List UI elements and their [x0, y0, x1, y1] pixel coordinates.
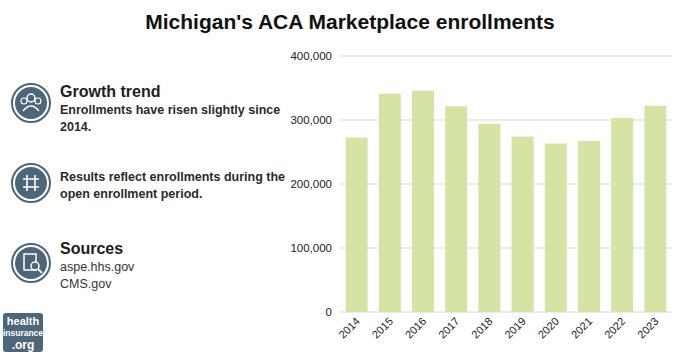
bar: [346, 138, 368, 312]
y-tick-label: 0: [326, 306, 332, 318]
x-tick-label: 2016: [403, 315, 429, 341]
panel-heading: Sources: [60, 240, 300, 258]
bar: [512, 137, 534, 312]
x-tick-label: 2017: [436, 315, 462, 341]
x-tick-label: 2015: [369, 315, 395, 341]
title: Michigan's ACA Marketplace enrollments: [145, 10, 555, 33]
y-tick-label: 200,000: [290, 178, 332, 190]
x-tick-label: 2019: [502, 315, 528, 341]
bar: [412, 91, 434, 312]
x-tick-label: 2014: [336, 315, 362, 341]
x-tick-label: 2023: [635, 315, 661, 341]
logo-text: insurance: [3, 328, 43, 338]
icon: [12, 164, 50, 202]
y-tick-label: 400,000: [290, 50, 332, 62]
y-tick-label: 100,000: [290, 242, 332, 254]
y-tick-label: 300,000: [290, 114, 332, 126]
bar: [445, 106, 467, 312]
bar: [379, 94, 401, 312]
grid-line: [340, 56, 672, 57]
bar: [545, 144, 567, 312]
x-tick-label: 2021: [569, 315, 595, 341]
x-tick-label: 2018: [469, 315, 495, 341]
logo-text: .org: [12, 338, 35, 352]
bar: [611, 118, 633, 312]
logo-text: health: [7, 315, 40, 327]
icon: [12, 244, 50, 282]
bar: [644, 106, 666, 312]
panel-text: Results reflect enrollments during the o…: [60, 169, 300, 203]
stage: Michigan's ACA Marketplace enrollments he…: [0, 0, 700, 355]
logo: healthinsurance.org: [3, 313, 43, 352]
x-tick-label: 2020: [535, 315, 561, 341]
bars: [346, 91, 667, 312]
panel-heading: Growth trend: [60, 83, 300, 101]
x-tick-label: 2022: [602, 315, 628, 341]
bar: [478, 124, 500, 312]
source-line: aspe.hhs.gov: [60, 259, 260, 276]
panel-text: Enrollments have risen slightly since 20…: [60, 102, 300, 136]
bar: [578, 141, 600, 312]
icon: [12, 84, 50, 122]
source-line: CMS.gov: [60, 276, 260, 293]
